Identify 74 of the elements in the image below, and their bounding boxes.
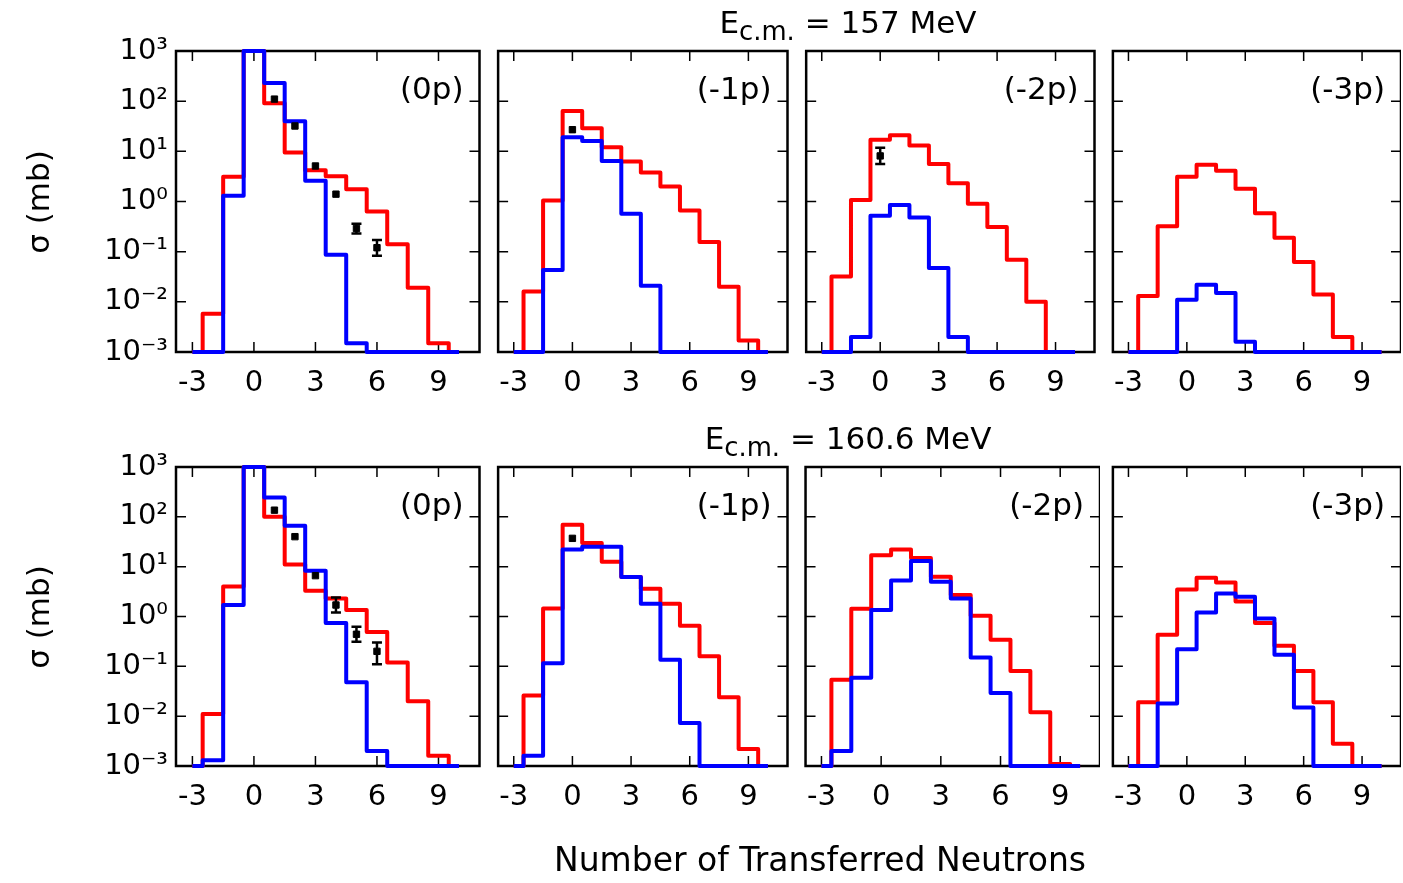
x-tick-label: 3 <box>621 363 641 398</box>
x-tick-label: 6 <box>367 363 387 398</box>
point <box>291 122 299 130</box>
y-tick-label: 10⁰ <box>119 597 168 632</box>
point <box>291 532 299 541</box>
x-tick-label: 9 <box>739 363 758 398</box>
annotation: (-1p) <box>696 486 772 523</box>
y-axis-title: σ (mb) <box>20 564 56 669</box>
x-tick-label: 0 <box>1177 777 1197 812</box>
x-tick-label: -3 <box>807 777 836 812</box>
y-tick-label: 10³ <box>119 31 168 66</box>
x-tick-label: 9 <box>1352 777 1372 812</box>
x-tick-label: 3 <box>621 777 641 812</box>
chart-title: E$_{c.m.}$ = 160.6 MeV <box>704 420 992 463</box>
x-tick-label: 0 <box>1177 363 1197 398</box>
point <box>311 571 320 580</box>
x-tick-label: 6 <box>1294 363 1313 398</box>
x-tick-label: -3 <box>499 363 529 398</box>
x-tick-label: 6 <box>991 777 1010 812</box>
x-tick-label: 3 <box>306 777 325 812</box>
x-tick-label: 0 <box>871 777 891 812</box>
annotation: (0p) <box>399 70 464 107</box>
x-tick-label: 3 <box>1236 363 1255 398</box>
x-tick-label: 0 <box>563 363 582 398</box>
x-tick-label: -3 <box>177 363 207 398</box>
y-axis-title: σ (mb) <box>20 149 56 254</box>
y-tick-label: 10² <box>119 81 168 116</box>
y-tick-label: 10⁻³ <box>104 746 168 781</box>
x-tick-label: 3 <box>929 363 948 398</box>
y-tick-label: 10⁻³ <box>104 332 168 367</box>
x-tick-label: 6 <box>680 363 699 398</box>
x-tick-label: -3 <box>499 777 529 812</box>
y-tick-label: 10¹ <box>119 131 168 166</box>
chart-title: E$_{c.m.}$ = 157 MeV <box>719 4 977 47</box>
annotation: (-3p) <box>1310 486 1385 523</box>
point <box>270 506 279 514</box>
x-tick-label: 3 <box>306 363 325 398</box>
x-tick-label: 0 <box>563 777 582 812</box>
x-tick-label: 9 <box>739 777 758 812</box>
y-tick-label: 10⁻² <box>104 282 168 317</box>
x-tick-label: 3 <box>1236 777 1255 812</box>
y-tick-label: 10³ <box>119 447 168 482</box>
y-tick-label: 10⁻² <box>104 696 168 731</box>
x-tick-label: 9 <box>1050 777 1070 812</box>
x-tick-label: 0 <box>244 363 264 398</box>
x-tick-label: 6 <box>680 777 699 812</box>
x-tick-label: 3 <box>931 777 951 812</box>
point <box>332 190 340 198</box>
x-tick-label: 6 <box>1294 777 1313 812</box>
y-tick-label: 10⁻¹ <box>104 646 168 681</box>
x-tick-label: 0 <box>244 777 264 812</box>
annotation: (-2p) <box>1003 70 1079 107</box>
x-tick-label: -3 <box>1114 363 1143 398</box>
point <box>311 162 320 170</box>
y-tick-label: 10⁻¹ <box>104 232 168 267</box>
annotation: (-1p) <box>696 70 772 107</box>
x-axis-title: Number of Transferred Neutrons <box>553 840 1087 879</box>
annotation: (-2p) <box>1009 486 1084 523</box>
point <box>270 95 279 103</box>
x-tick-label: 9 <box>1046 363 1065 398</box>
annotation: (-3p) <box>1310 70 1385 107</box>
y-tick-label: 10⁰ <box>119 182 168 217</box>
annotation: (0p) <box>399 486 464 523</box>
x-tick-label: -3 <box>807 363 837 398</box>
x-tick-label: -3 <box>177 777 207 812</box>
x-tick-label: 6 <box>367 777 387 812</box>
y-tick-label: 10¹ <box>119 547 168 582</box>
x-tick-label: 9 <box>429 363 448 398</box>
x-tick-label: 9 <box>429 777 448 812</box>
x-tick-label: 6 <box>987 363 1007 398</box>
x-tick-label: -3 <box>1114 777 1143 812</box>
x-tick-label: 9 <box>1352 363 1372 398</box>
x-tick-label: 0 <box>870 363 890 398</box>
y-tick-label: 10² <box>119 497 168 532</box>
